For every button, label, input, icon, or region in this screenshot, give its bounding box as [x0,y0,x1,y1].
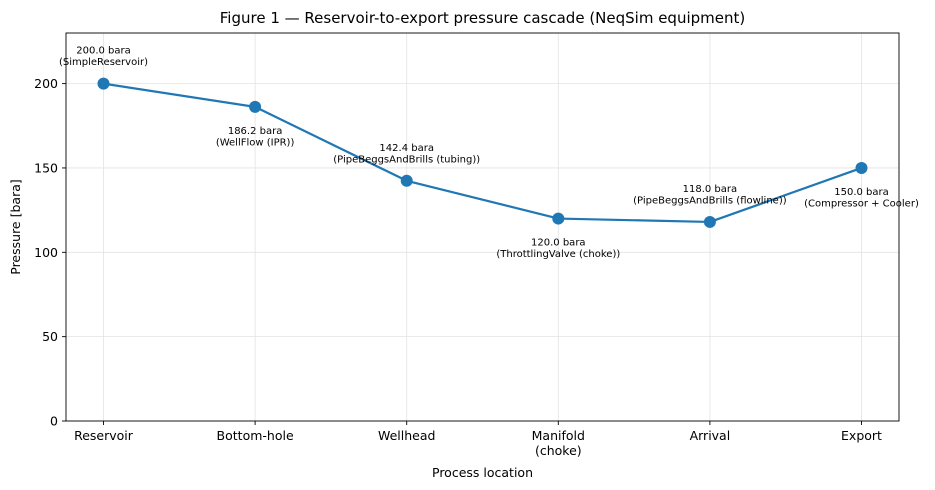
x-tick-label-line: Bottom-hole [217,428,294,443]
y-tick-label: 0 [50,414,58,429]
x-tick-label: Wellhead [378,428,435,443]
data-point [855,161,868,174]
data-point [703,215,716,228]
x-tick-label: Bottom-hole [217,428,294,443]
data-annotation-line: (PipeBeggsAndBrills (tubing)) [333,154,480,165]
plot-frame [65,32,900,422]
axes-layer: Reservoir Bottom-hole Wellhead Manifold (cho… [34,76,882,458]
y-axis-label: Pressure [bara] [8,179,23,275]
data-annotation-line: (ThrottlingValve (choke)) [496,249,620,260]
annotation-layer: 200.0 bara (SimpleReservoir) 186.2 bara (We… [59,46,919,260]
data-annotation-line: (Compressor + Cooler) [804,198,919,209]
data-annotation: 186.2 bara (WellFlow (IPR)) [216,126,295,149]
x-tick-label: Reservoir [74,428,134,443]
data-annotation: 200.0 bara (SimpleReservoir) [59,46,148,69]
x-tick-label-line: Arrival [690,428,731,443]
x-tick-label: Export [841,428,882,443]
x-axis-label: Process location [432,465,533,480]
data-annotation-line: (SimpleReservoir) [59,57,148,68]
data-annotation-line: (PipeBeggsAndBrills (flowline)) [633,195,787,206]
data-annotation: 118.0 bara (PipeBeggsAndBrills (flowline)… [633,184,787,207]
data-annotation-line: 150.0 bara [834,187,889,198]
data-point [97,77,110,90]
data-annotation-line: 142.4 bara [379,143,434,154]
y-tick-label: 100 [34,245,58,260]
data-point [552,212,565,225]
series-layer [97,77,868,228]
data-annotation-line: 118.0 bara [683,184,738,195]
y-tick-label: 150 [34,160,58,175]
data-annotation-line: 120.0 bara [531,238,586,249]
data-annotation: 142.4 bara (PipeBeggsAndBrills (tubing)) [333,143,480,166]
series-line [103,82,862,224]
y-tick-label: 50 [42,329,58,344]
chart-title: Figure 1 — Reservoir-to-export pressure … [220,9,745,27]
data-annotation: 150.0 bara (Compressor + Cooler) [804,187,919,210]
data-annotation-line: 186.2 bara [228,126,283,137]
x-tick-label-line: Wellhead [378,428,435,443]
x-tick-label-line: (choke) [535,443,582,458]
x-tick-label: Arrival [690,428,731,443]
x-tick-label-line: Reservoir [74,428,134,443]
data-annotation-line: 200.0 bara [76,46,131,57]
y-tick-label: 200 [34,76,58,91]
x-tick-label-line: Manifold [532,428,585,443]
data-annotation-line: (WellFlow (IPR)) [216,137,295,148]
grid-layer [66,33,899,422]
data-point [400,174,413,187]
x-tick-label: Manifold (choke) [532,428,585,458]
x-tick-label-line: Export [841,428,882,443]
data-annotation: 120.0 bara (ThrottlingValve (choke)) [496,238,620,261]
data-point [249,100,262,113]
